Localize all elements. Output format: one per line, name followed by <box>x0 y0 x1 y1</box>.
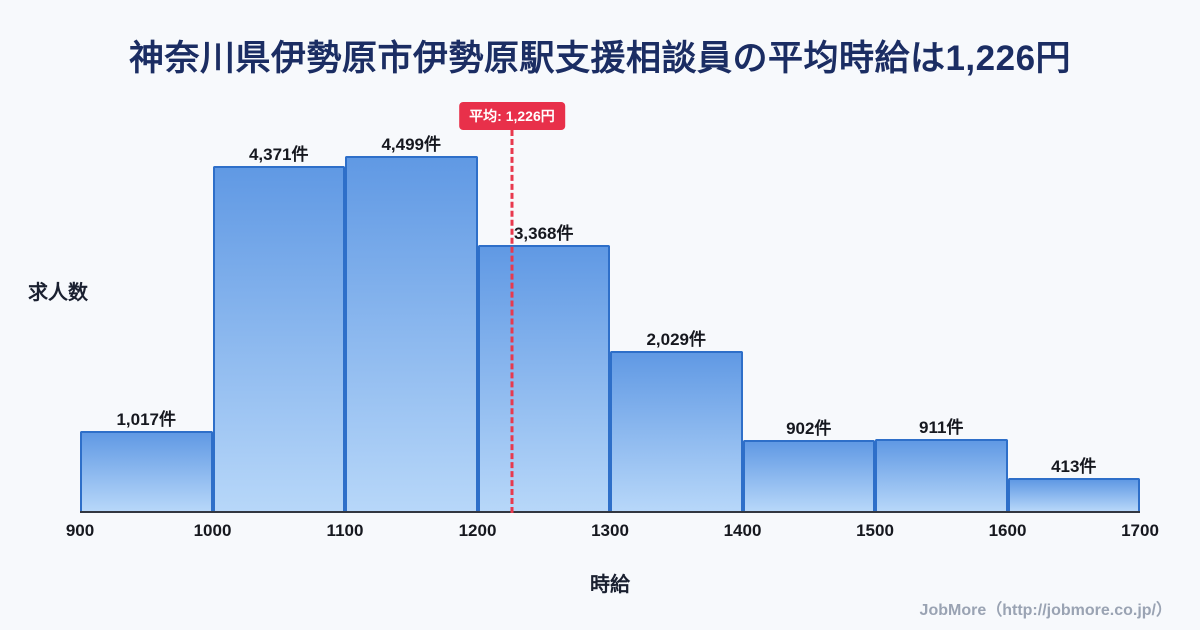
x-tick-label: 900 <box>65 521 95 540</box>
bar-value-label: 911件 <box>919 418 964 438</box>
x-tick-label: 1300 <box>591 521 629 540</box>
histogram-bar: 4,499件 <box>345 135 478 511</box>
histogram-bar: 911件 <box>875 418 1008 511</box>
x-tick-label: 1000 <box>193 521 232 540</box>
bar-value-label: 3,368件 <box>513 224 574 244</box>
histogram-bar: 413件 <box>1007 457 1140 511</box>
x-axis-ticks: 900 1000 1100 1200 1300 1400 1500 1600 1700 <box>66 521 1159 543</box>
bar-value-label: 4,371件 <box>248 144 309 164</box>
histogram-bar: 3,368件 <box>477 224 610 511</box>
histogram-bar: 902件 <box>742 419 875 511</box>
bar-value-label: 902件 <box>786 418 832 438</box>
x-tick-label: 1600 <box>988 521 1027 540</box>
histogram-bar: 4,371件 <box>212 145 345 511</box>
x-axis-label: 時給 <box>590 574 630 596</box>
x-tick-label: 1500 <box>856 521 894 540</box>
x-tick-label: 1200 <box>458 521 497 540</box>
bar-value-label: 4,499件 <box>381 134 442 154</box>
attribution: JobMore（http://jobmore.co.jp/） <box>919 602 1172 619</box>
histogram-bar: 2,029件 <box>610 330 743 511</box>
average-line <box>510 130 514 513</box>
x-tick-label: 1700 <box>1121 521 1159 540</box>
bar-value-label: 1,017件 <box>116 409 177 429</box>
x-tick-label: 1400 <box>723 521 762 540</box>
plot-area: 1,017件 4,371件 4,499件 3,368件 2,029件 902件 911件 41… <box>80 135 1140 513</box>
average-badge: 平均: 1,226円 <box>459 102 565 130</box>
x-tick-label: 1100 <box>326 521 364 540</box>
histogram-bar: 1,017件 <box>80 410 213 511</box>
bar-value-label: 413件 <box>1051 457 1097 477</box>
histogram-chart: 平均: 1,226円 1,017件 4,371件 4,499件 3,368件 2,029… <box>80 100 1140 513</box>
page-title: 神奈川県伊勢原市伊勢原駅支援相談員の平均時給は1,226円 <box>128 39 1072 78</box>
y-axis-label: 求人数 <box>28 282 88 304</box>
bar-value-label: 2,029件 <box>646 329 707 349</box>
